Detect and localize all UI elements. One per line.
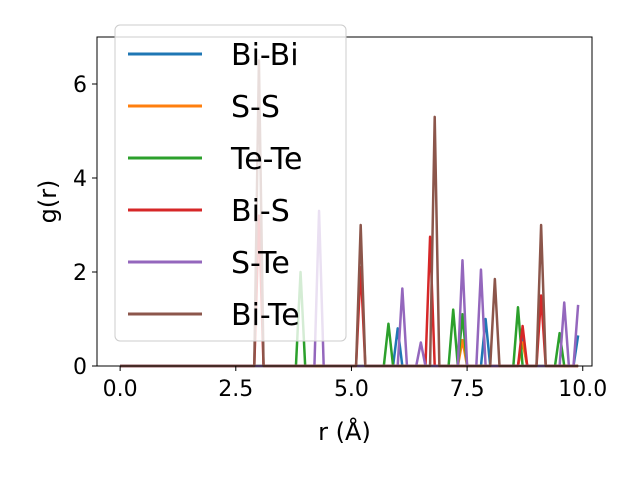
y-tick-label: 6: [73, 73, 87, 98]
y-tick-label: 0: [73, 355, 87, 380]
legend-label-te-te: Te-Te: [230, 142, 302, 177]
legend-label-bi-s: Bi-S: [231, 194, 290, 229]
x-axis: 0.0 2.5 5.0 7.5 10.0: [103, 366, 607, 402]
y-tick-label: 2: [73, 261, 87, 286]
legend-label-s-s: S-S: [231, 90, 280, 125]
x-tick-label: 10.0: [558, 377, 607, 402]
x-tick-label: 0.0: [103, 377, 138, 402]
x-axis-label: r (Å): [318, 417, 371, 446]
x-tick-label: 7.5: [450, 377, 485, 402]
x-tick-label: 2.5: [218, 377, 253, 402]
y-axis: 0 2 4 6: [73, 73, 97, 380]
y-axis-label: g(r): [34, 180, 62, 224]
legend-label-bi-te: Bi-Te: [231, 298, 300, 333]
x-tick-label: 5.0: [334, 377, 369, 402]
legend-label-bi-bi: Bi-Bi: [231, 38, 299, 73]
legend: Bi-Bi S-S Te-Te Bi-S S-Te Bi-Te: [114, 24, 347, 342]
y-tick-label: 4: [73, 167, 87, 192]
legend-label-s-te: S-Te: [231, 246, 290, 281]
